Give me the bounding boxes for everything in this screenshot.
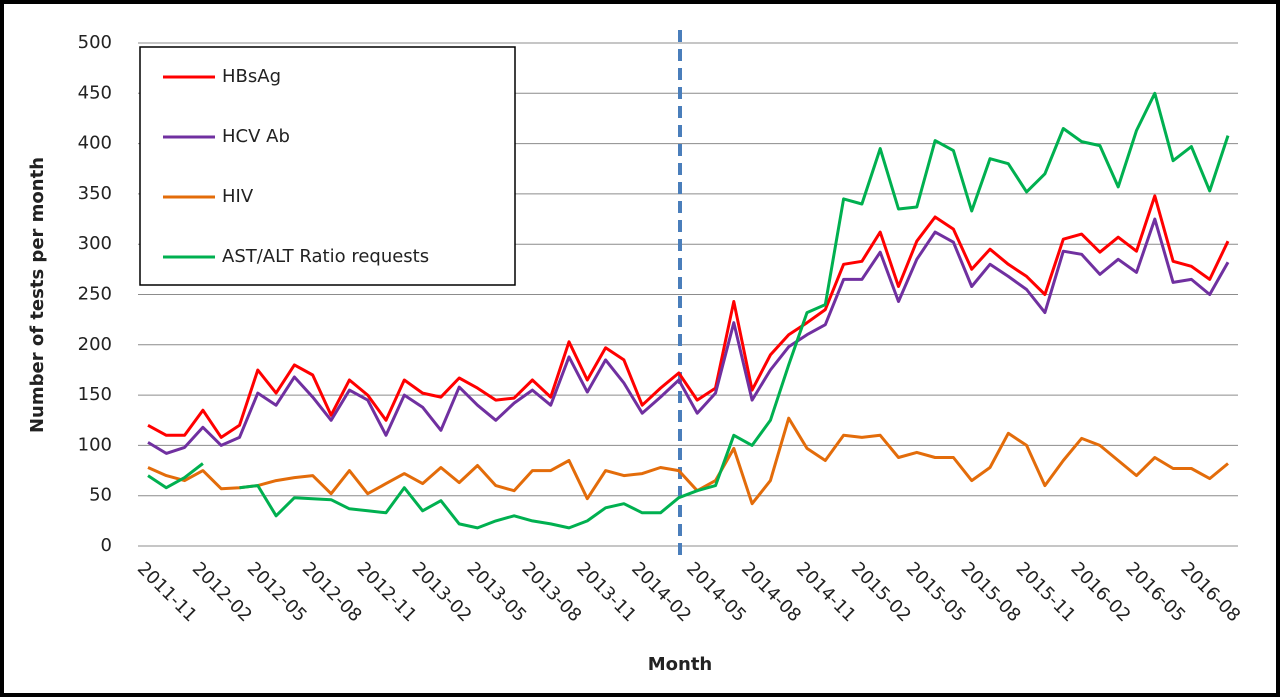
x-axis-label: Month [648,654,713,675]
x-tick-label: 2016-02 [1066,558,1134,626]
x-tick-label: 2016-05 [1121,558,1189,626]
x-tick-label: 2015-05 [902,558,970,626]
x-tick-label: 2012-02 [188,558,256,626]
series-line [147,194,1230,439]
legend-label: HCV Ab [222,126,290,147]
y-tick-label: 350 [78,183,112,204]
y-tick-label: 0 [101,535,112,556]
x-tick-label: 2012-05 [243,558,311,626]
x-tick-label: 2014-02 [627,558,695,626]
y-tick-label: 450 [78,82,112,103]
x-tick-label: 2014-08 [737,558,805,626]
x-tick-label: 2013-02 [408,558,476,626]
y-tick-label: 200 [78,334,112,355]
legend-box [139,46,516,286]
x-tick-label: 2016-08 [1176,558,1244,626]
x-tick-label: 2013-08 [517,558,585,626]
y-tick-label: 500 [78,32,112,53]
legend-label: HBsAg [222,66,281,87]
x-tick-label: 2015-02 [847,558,915,626]
x-tick-label: 2012-08 [298,558,366,626]
legend-label: AST/ALT Ratio requests [222,246,429,267]
y-tick-label: 250 [78,284,112,305]
legend: HBsAg HCV Ab HIV AST/ALT Ratio requests [139,46,516,286]
series-line [147,217,1230,455]
series-line [147,416,1229,506]
y-tick-label: 50 [89,485,112,506]
x-tick-label: 2015-11 [1012,558,1080,626]
y-tick-label: 400 [78,133,112,154]
y-axis-label: Number of tests per month [27,157,48,433]
x-tick-label: 2015-08 [957,558,1025,626]
x-tick-label: 2012-11 [353,558,421,626]
y-tick-label: 300 [78,233,112,254]
legend-label: HIV [222,186,254,207]
x-tick-label: 2014-11 [792,558,860,626]
x-tick-label: 2013-05 [462,558,530,626]
y-tick-label: 100 [78,434,112,455]
x-tick-label: 2014-05 [682,558,750,626]
x-tick-label: 2011-11 [133,558,201,626]
y-tick-label: 150 [78,384,112,405]
x-tick-label: 2013-11 [572,558,640,626]
series-line [147,91,1230,530]
